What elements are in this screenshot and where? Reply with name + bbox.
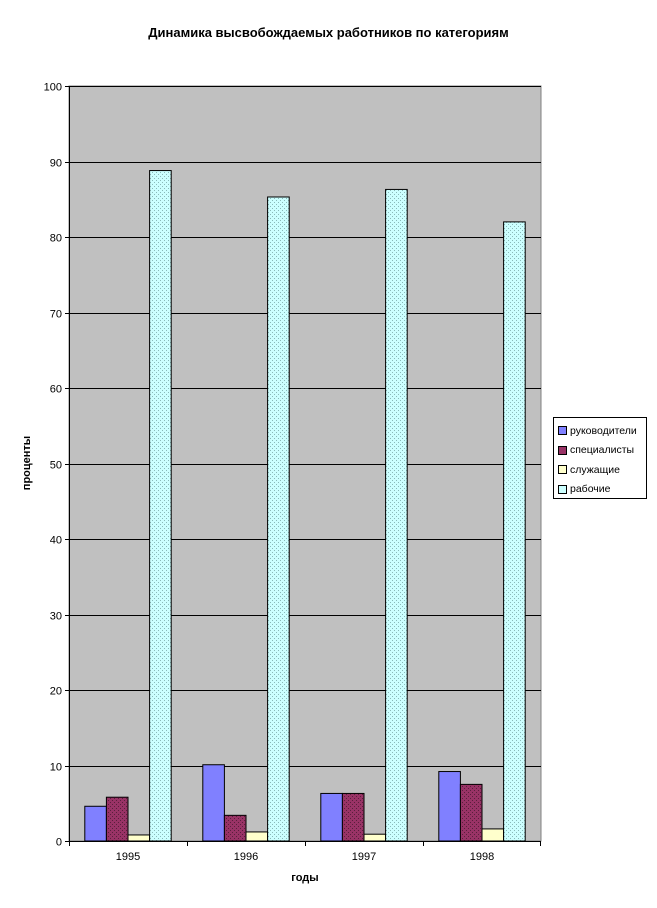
bar — [127, 834, 151, 842]
bar — [481, 828, 505, 842]
bar — [438, 771, 461, 842]
y-tick-label: 50 — [50, 460, 62, 472]
legend: руководители специалисты служащие рабочие — [553, 417, 647, 499]
bar — [223, 814, 247, 842]
bar — [84, 805, 107, 842]
x-tick-label: 1998 — [470, 851, 494, 863]
y-tick-label: 0 — [56, 837, 62, 849]
x-tick-label: 1995 — [116, 851, 140, 863]
legend-label: специалисты — [570, 444, 635, 457]
legend-swatch — [558, 465, 567, 475]
y-tick-label: 20 — [50, 686, 62, 698]
x-axis-label: годы — [291, 872, 319, 884]
bar — [363, 833, 387, 842]
y-tick-label: 40 — [50, 535, 62, 547]
legend-item: специалисты — [554, 441, 646, 461]
legend-swatch — [558, 426, 567, 436]
y-tick-label: 90 — [50, 158, 62, 170]
y-tick-label: 60 — [50, 384, 62, 396]
plot-area — [68, 85, 542, 842]
bar — [105, 796, 129, 842]
legend-label: руководители — [570, 424, 637, 437]
bar — [267, 196, 290, 842]
bar — [503, 221, 526, 842]
bar — [149, 170, 172, 842]
legend-label: служащие — [570, 463, 620, 476]
chart-title: Динамика высвобождаемых работников по ка… — [148, 25, 509, 40]
bar — [385, 188, 408, 842]
y-tick-label: 10 — [50, 762, 62, 774]
legend-swatch — [558, 445, 567, 455]
bar — [341, 792, 365, 842]
y-tick-label: 70 — [50, 309, 62, 321]
y-tick-label: 100 — [44, 82, 62, 94]
bar — [202, 764, 225, 842]
legend-item: рабочие — [554, 480, 646, 500]
legend-swatch — [558, 484, 567, 494]
x-tick-label: 1996 — [234, 851, 258, 863]
bar — [320, 792, 343, 842]
bar — [459, 783, 483, 842]
x-tick-label: 1997 — [352, 851, 376, 863]
y-tick-label: 30 — [50, 611, 62, 623]
bar — [245, 831, 269, 842]
legend-item: служащие — [554, 460, 646, 480]
y-tick-label: 80 — [50, 233, 62, 245]
legend-item: руководители — [554, 421, 646, 441]
legend-label: рабочие — [570, 483, 611, 496]
